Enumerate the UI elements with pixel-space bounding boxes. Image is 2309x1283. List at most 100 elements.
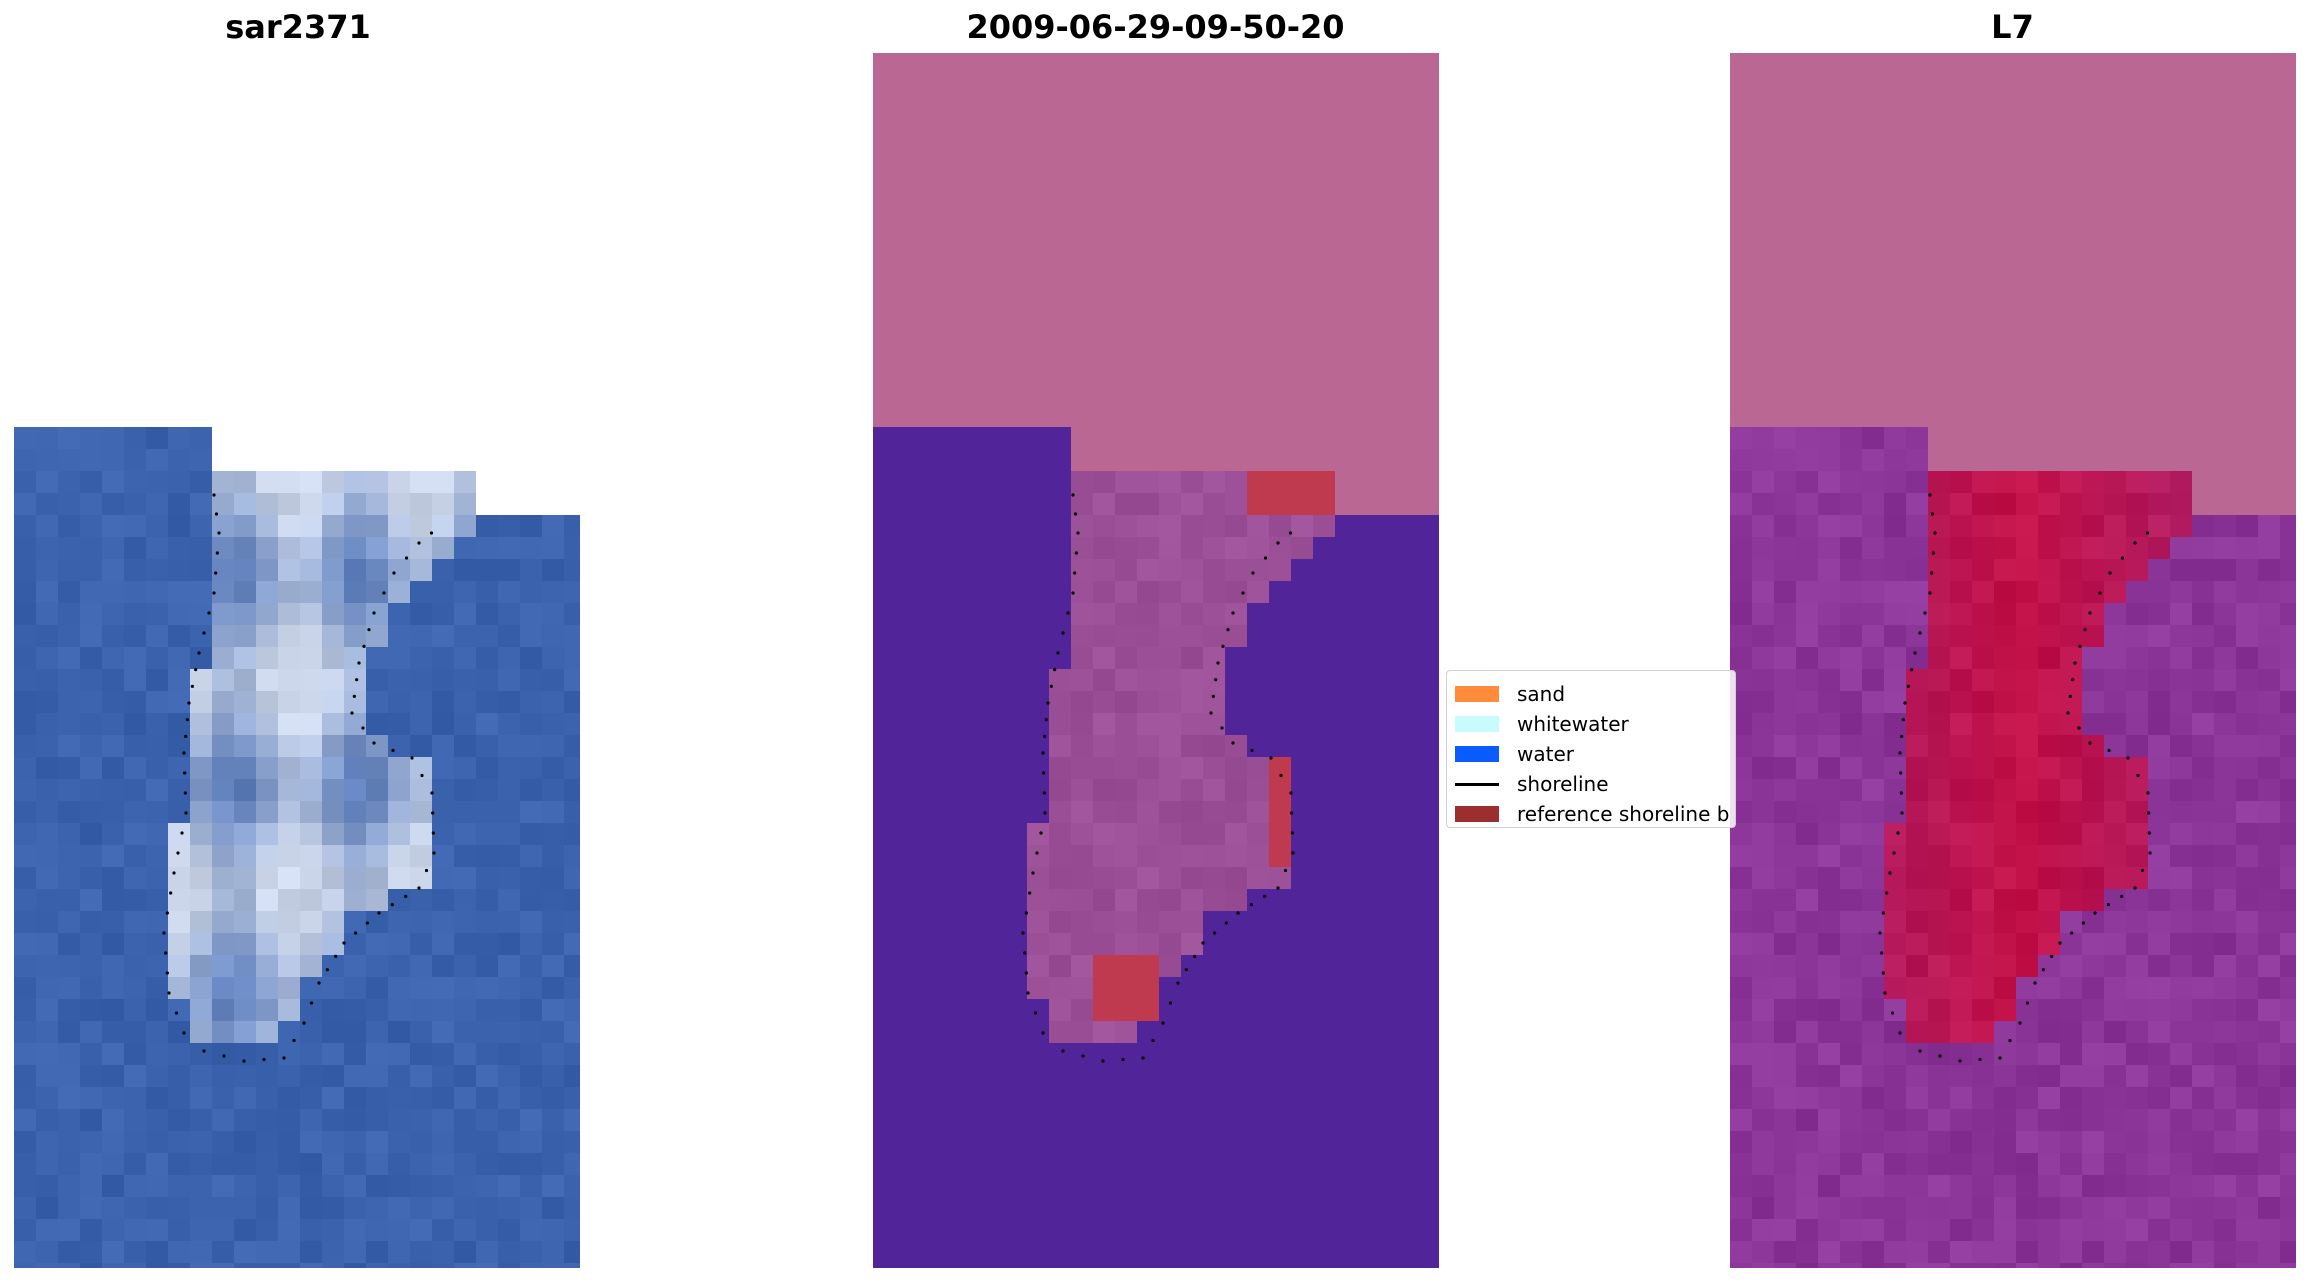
image-pixel	[542, 1219, 564, 1241]
image-pixel	[2126, 1043, 2148, 1065]
image-pixel	[873, 603, 895, 625]
image-pixel	[322, 1131, 344, 1153]
image-pixel	[1994, 251, 2016, 273]
image-pixel	[1379, 493, 1401, 515]
image-pixel	[2126, 779, 2148, 801]
image-pixel	[2170, 1043, 2192, 1065]
image-pixel	[2060, 1087, 2082, 1109]
shoreline-point	[2081, 921, 2085, 925]
image-pixel	[1862, 537, 1884, 559]
image-pixel	[1906, 581, 1928, 603]
image-pixel	[1730, 625, 1752, 647]
image-pixel	[388, 1153, 410, 1175]
image-pixel	[1005, 735, 1027, 757]
image-pixel	[2192, 383, 2214, 405]
image-pixel	[454, 1219, 476, 1241]
image-pixel	[432, 977, 454, 999]
image-pixel	[410, 1131, 432, 1153]
image-pixel	[1357, 933, 1379, 955]
image-pixel	[1181, 185, 1203, 207]
shoreline-line-swatch	[1455, 782, 1499, 786]
image-pixel	[410, 999, 432, 1021]
image-pixel	[1752, 933, 1774, 955]
image-pixel	[1379, 1241, 1401, 1263]
image-pixel	[1225, 383, 1247, 405]
image-pixel	[1862, 493, 1884, 515]
shoreline-point	[1039, 831, 1043, 835]
image-pixel	[366, 493, 388, 515]
image-pixel	[895, 471, 917, 493]
image-pixel	[36, 713, 58, 735]
image-pixel	[102, 1219, 124, 1241]
image-pixel	[1994, 119, 2016, 141]
image-pixel	[80, 889, 102, 911]
image-pixel	[2060, 735, 2082, 757]
image-pixel	[1357, 625, 1379, 647]
image-pixel	[278, 977, 300, 999]
image-pixel	[454, 691, 476, 713]
image-pixel	[300, 581, 322, 603]
image-pixel	[2258, 295, 2280, 317]
image-pixel	[1313, 1241, 1335, 1263]
image-pixel	[2082, 625, 2104, 647]
image-pixel	[1071, 1109, 1093, 1131]
image-pixel	[1181, 603, 1203, 625]
image-pixel	[1994, 383, 2016, 405]
image-pixel	[1225, 449, 1247, 471]
image-pixel	[961, 207, 983, 229]
image-pixel	[1269, 691, 1291, 713]
image-pixel	[1423, 427, 1439, 449]
image-pixel	[2258, 889, 2280, 911]
image-pixel	[300, 1197, 322, 1219]
image-pixel	[2082, 955, 2104, 977]
image-pixel	[410, 603, 432, 625]
image-pixel	[322, 1175, 344, 1197]
image-pixel	[1862, 955, 1884, 977]
image-pixel	[476, 581, 498, 603]
image-pixel	[300, 823, 322, 845]
image-pixel	[1335, 1131, 1357, 1153]
image-pixel	[2016, 1153, 2038, 1175]
image-pixel	[1884, 845, 1906, 867]
image-pixel	[1972, 427, 1994, 449]
image-pixel	[1730, 405, 1752, 427]
image-pixel	[1401, 295, 1423, 317]
image-pixel	[1379, 1175, 1401, 1197]
image-pixel	[2258, 823, 2280, 845]
image-pixel	[1269, 1021, 1291, 1043]
image-pixel	[1291, 383, 1313, 405]
image-pixel	[1774, 955, 1796, 977]
image-pixel	[2148, 1219, 2170, 1241]
image-pixel	[168, 691, 190, 713]
image-pixel	[388, 1175, 410, 1197]
image-pixel	[2060, 691, 2082, 713]
image-pixel	[432, 823, 454, 845]
image-pixel	[168, 559, 190, 581]
legend-label: water	[1517, 742, 1574, 766]
image-pixel	[1291, 405, 1313, 427]
image-pixel	[1401, 713, 1423, 735]
image-pixel	[2016, 185, 2038, 207]
image-pixel	[14, 801, 36, 823]
image-pixel	[895, 427, 917, 449]
image-pixel	[124, 603, 146, 625]
image-pixel	[1291, 317, 1313, 339]
image-pixel	[278, 999, 300, 1021]
image-pixel	[983, 295, 1005, 317]
image-pixel	[1027, 713, 1049, 735]
image-pixel	[1884, 867, 1906, 889]
image-pixel	[476, 1175, 498, 1197]
image-pixel	[1818, 1109, 1840, 1131]
image-pixel	[1137, 647, 1159, 669]
image-pixel	[961, 119, 983, 141]
image-pixel	[520, 1241, 542, 1263]
image-pixel	[1928, 823, 1950, 845]
image-pixel	[256, 1263, 278, 1268]
image-pixel	[190, 911, 212, 933]
image-pixel	[1357, 1043, 1379, 1065]
image-pixel	[2280, 427, 2296, 449]
image-pixel	[410, 1219, 432, 1241]
image-pixel	[2258, 735, 2280, 757]
image-pixel	[124, 1043, 146, 1065]
image-pixel	[124, 757, 146, 779]
